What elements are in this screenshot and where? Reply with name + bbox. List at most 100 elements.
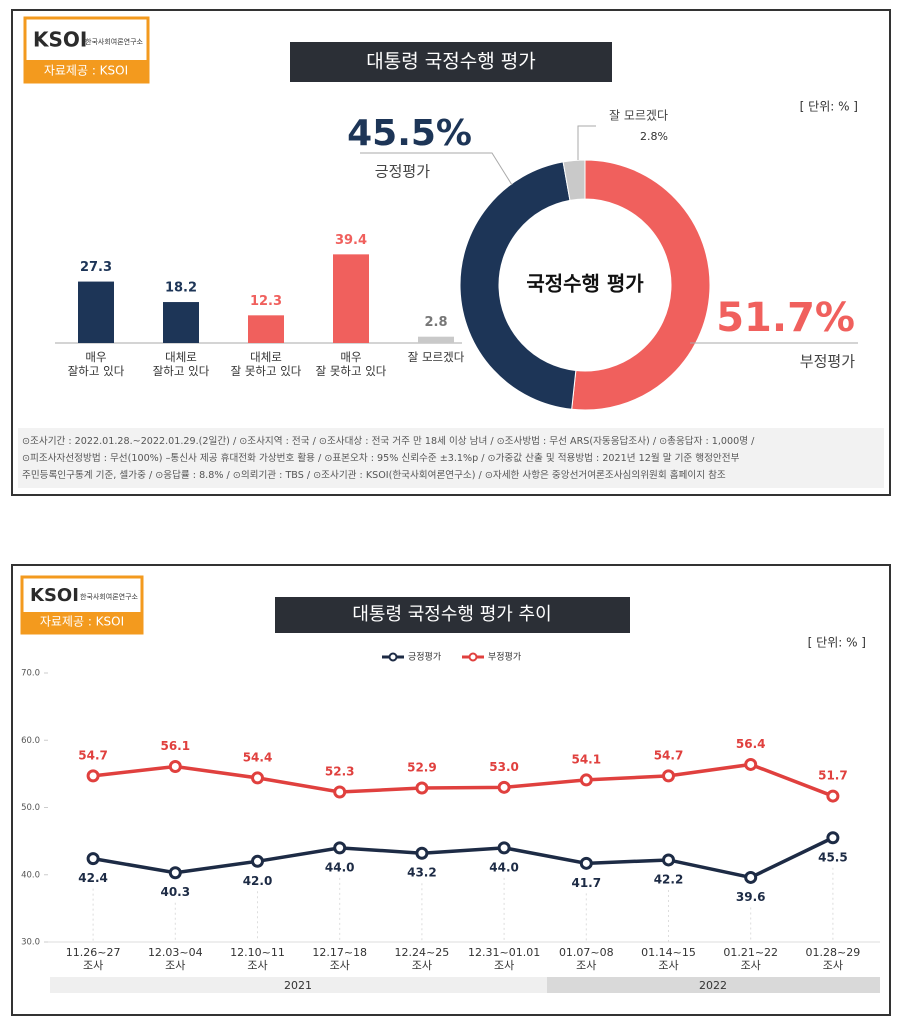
- legend-label: 부정평가: [488, 652, 521, 663]
- y-tick-label: 30.0: [21, 938, 40, 948]
- value-label: 52.3: [325, 765, 355, 779]
- point: [662, 769, 675, 783]
- year-label: 2021: [284, 979, 312, 992]
- point: [826, 831, 840, 845]
- title-box: [290, 42, 612, 82]
- x-tick-label: 11.26~27 조사: [65, 946, 121, 972]
- value-label: 51.7: [818, 769, 848, 783]
- note: ⊙조사기간 : 2022.01.28.~2022.01.29.(2일간) / ⊙…: [22, 436, 755, 447]
- logo: KSOI: [30, 585, 79, 606]
- value-label: 51.7%: [716, 295, 855, 341]
- title-box: [275, 597, 630, 633]
- value-label: 42.4: [78, 871, 108, 885]
- value-label: 42.0: [243, 874, 273, 888]
- year-band: [547, 977, 880, 993]
- legend-marker: [468, 652, 478, 662]
- point: [168, 759, 182, 773]
- leader-line: [577, 125, 596, 160]
- point: [333, 841, 347, 855]
- point: [497, 780, 511, 794]
- value-label: 54.1: [571, 752, 601, 766]
- logo-band: [22, 612, 142, 633]
- category-label: 매우 잘 못하고 있다: [315, 350, 387, 378]
- value-label: 43.2: [407, 866, 437, 880]
- value-label: 18.2: [165, 281, 197, 296]
- year-label: 2022: [699, 979, 727, 992]
- value-label: 52.9: [407, 760, 437, 774]
- value-label: 44.0: [489, 860, 519, 874]
- x-tick-label: 01.07~08 조사: [558, 946, 614, 972]
- x-tick-label: 01.21~22 조사: [723, 946, 779, 972]
- category-label: 긍정평가: [375, 163, 430, 181]
- point: [251, 771, 264, 785]
- value-label: 54.4: [243, 750, 273, 764]
- category-label: 잘 모르겠다: [407, 350, 465, 364]
- value-label: 54.7: [654, 748, 684, 762]
- category-label: 대체로 잘하고 있다: [152, 350, 210, 378]
- donut-segment: [459, 161, 577, 410]
- unit: [ 단위: % ]: [808, 636, 866, 650]
- bar: [163, 302, 199, 343]
- y-tick-label: 70.0: [21, 669, 40, 679]
- point: [579, 856, 593, 870]
- point: [415, 781, 429, 795]
- donut-segment: [562, 159, 586, 201]
- notes-box: [18, 428, 884, 488]
- logo-band: [25, 60, 148, 82]
- point: [168, 866, 182, 880]
- point: [497, 841, 511, 855]
- point: [333, 785, 347, 799]
- panel-frame: [11, 564, 891, 1016]
- panel-frame: [11, 9, 891, 496]
- title: 대통령 국정수행 평가: [366, 51, 535, 73]
- bar: [418, 336, 454, 343]
- donut-segment: [571, 159, 711, 411]
- value-label: 54.7: [78, 748, 108, 762]
- x-tick-label: 01.14~15 조사: [641, 946, 696, 972]
- point: [744, 870, 758, 884]
- x-tick-label: 01.28~29 조사: [805, 946, 861, 972]
- series-line: [92, 762, 834, 798]
- point: [251, 854, 264, 868]
- leader-line: [360, 152, 513, 186]
- unit: [ 단위: % ]: [800, 100, 858, 114]
- x-tick-label: 12.10~11 조사: [230, 946, 285, 972]
- value-label: 56.1: [160, 739, 190, 753]
- value-label: 41.7: [571, 876, 601, 890]
- logo-sub: 한국사회여론연구소: [85, 37, 144, 46]
- legend-marker: [388, 652, 398, 662]
- value-label: 39.4: [335, 233, 367, 248]
- bar: [333, 254, 369, 343]
- note: 주민등록인구통계 기준, 셀가중 / ⊙응답률 : 8.8% / ⊙의뢰기관 :…: [22, 470, 726, 481]
- title: 대통령 국정수행 평가 추이: [352, 604, 551, 625]
- year-band: [50, 977, 547, 993]
- category-label: 대체로 잘 못하고 있다: [230, 350, 302, 378]
- point: [662, 853, 675, 867]
- value-label: 56.4: [736, 737, 766, 751]
- x-tick-label: 12.31~01.01 조사: [467, 946, 541, 972]
- series-line: [92, 836, 834, 880]
- value-label: 39.6: [736, 890, 766, 904]
- value-label: 12.3: [250, 294, 282, 309]
- value-label: 2.8%: [640, 130, 668, 143]
- point: [86, 852, 100, 866]
- value-label: 42.2: [654, 872, 684, 886]
- category-label: 매우 잘하고 있다: [67, 350, 125, 378]
- y-tick-label: 60.0: [21, 736, 40, 746]
- value-label: 27.3: [80, 260, 112, 275]
- point: [415, 846, 429, 860]
- note: ⊙피조사자선정방법 : 무선(100%) –통신사 제공 휴대전화 가상번호 활…: [22, 453, 740, 464]
- center-label: 국정수행 평가: [526, 272, 644, 296]
- bar: [78, 281, 114, 343]
- value-label: 2.8: [424, 315, 447, 330]
- point: [86, 769, 100, 783]
- x-tick-label: 12.17~18 조사: [312, 946, 368, 972]
- category-label: 잘 모르겠다: [609, 109, 668, 123]
- source: 자료제공 : KSOI: [44, 64, 128, 78]
- value-label: 44.0: [325, 860, 355, 874]
- point: [579, 773, 593, 787]
- value-label: 40.3: [160, 885, 190, 899]
- point: [826, 789, 840, 803]
- value-label: 45.5: [818, 850, 848, 864]
